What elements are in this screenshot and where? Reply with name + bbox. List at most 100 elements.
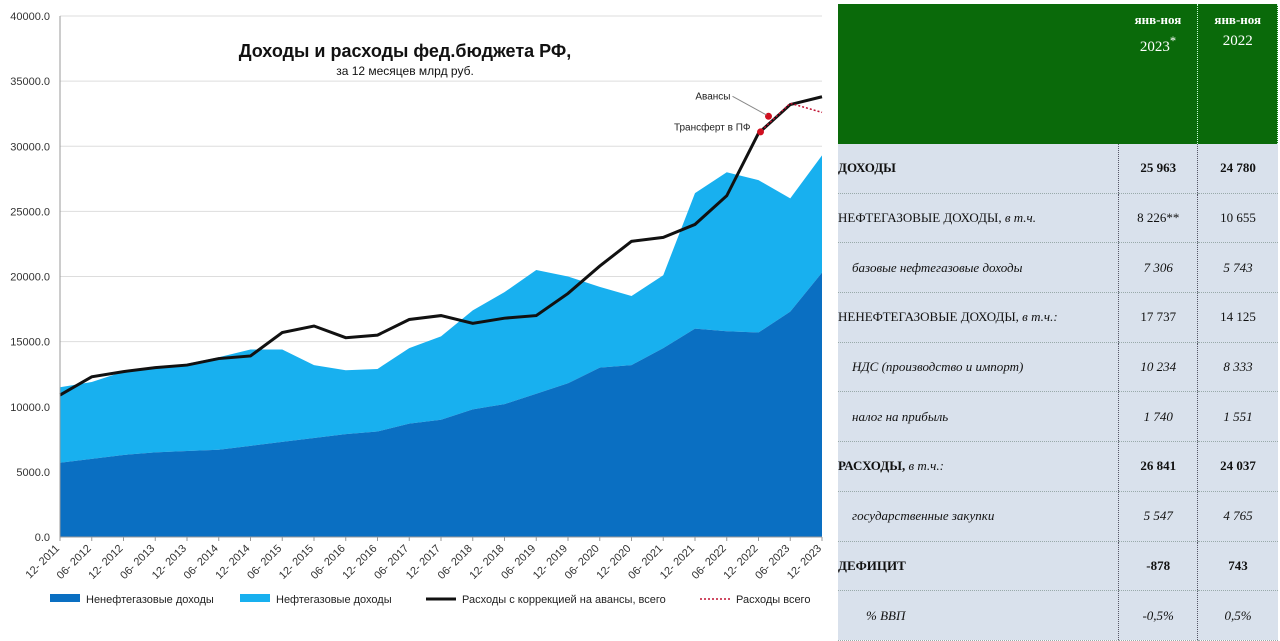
y-tick-label: 30000.0 (10, 141, 50, 153)
row-label-suffix: в т.ч.: (1018, 309, 1058, 325)
value-v2022: 4 765 (1197, 491, 1278, 542)
legend: Ненефтегазовые доходы Нефтегазовые доходы… (50, 594, 810, 606)
row-label: ДЕФИЦИТ (838, 541, 1119, 592)
value-v2023: 8 226** (1117, 193, 1198, 244)
y-tick-label: 5000.0 (16, 467, 50, 479)
header-footnote-mark: * (1169, 34, 1177, 48)
table-row: ДЕФИЦИТ -878 743 (838, 541, 1278, 592)
row-label: НДС (производство и импорт) (838, 342, 1119, 393)
budget-table-panel: янв-ноя 2023* янв-ноя 2022 ДОХОДЫ 25 963 2… (838, 4, 1280, 641)
advances-marker (765, 112, 772, 120)
expenses-corrected-line (59, 95, 823, 397)
value-v2023: 5 547 (1117, 491, 1198, 542)
annotations: Авансы Трансферт в ПФ (674, 91, 772, 136)
chart-subtitle: за 12 месяцев млрд руб. (336, 64, 474, 78)
row-label-text: базовые нефтегазовые доходы (852, 259, 1023, 275)
budget-table: янв-ноя 2023* янв-ноя 2022 ДОХОДЫ 25 963 2… (838, 4, 1278, 641)
value-v2023: 10 234 (1117, 342, 1198, 393)
non-oil-gas-revenue-area (60, 272, 822, 537)
row-label-text: ДОХОДЫ (838, 160, 896, 176)
legend-swatch (240, 594, 270, 602)
legend-swatch (50, 594, 80, 602)
value-v2023: 17 737 (1117, 292, 1198, 343)
row-label-text: ДЕФИЦИТ (838, 557, 906, 573)
row-label-text: РАСХОДЫ, (838, 458, 906, 474)
table-row: НДС (производство и импорт) 10 234 8 333 (838, 342, 1278, 393)
chart-svg: 0.0 5000.0 10000.0 15000.0 20000.0 25000.0 300… (10, 11, 824, 606)
row-label-text: НДС (производство и импорт) (852, 359, 1024, 375)
table-row: % ВВП -0,5% 0,5% (838, 590, 1278, 641)
table-header-2022: янв-ноя 2022 (1197, 4, 1278, 144)
line-series (59, 95, 823, 397)
value-v2023: 7 306 (1117, 242, 1198, 294)
budget-chart: 0.0 5000.0 10000.0 15000.0 20000.0 25000.0 300… (10, 11, 824, 606)
table-row: НЕФТЕГАЗОВЫЕ ДОХОДЫ, в т.ч. 8 226** 10 655 (838, 193, 1278, 244)
legend-label: Расходы всего (736, 594, 810, 606)
legend-label: Нефтегазовые доходы (276, 594, 392, 606)
table-row: налог на прибыль 1 740 1 551 (838, 391, 1278, 443)
legend-item: Ненефтегазовые доходы (50, 594, 214, 606)
row-label-text: налог на прибыль (852, 408, 949, 424)
table-row: РАСХОДЫ, в т.ч.: 26 841 24 037 (838, 441, 1278, 492)
advances-leader (732, 95, 767, 116)
row-label-suffix: в т.ч. (1001, 210, 1036, 226)
legend-label: Ненефтегазовые доходы (86, 594, 214, 606)
legend-label: Расходы с коррекцией на авансы, всего (462, 594, 666, 606)
row-label-text: НЕФТЕГАЗОВЫЕ ДОХОДЫ, (838, 210, 1002, 226)
oil-gas-revenue-area (60, 155, 822, 463)
chart-title: Доходы и расходы фед.бюджета РФ, (239, 41, 572, 61)
value-v2022: 10 655 (1197, 193, 1278, 244)
header-label: янв-ноя (1134, 12, 1182, 27)
row-label-text: НЕНЕФТЕГАЗОВЫЕ ДОХОДЫ, (838, 309, 1019, 325)
area-series (60, 155, 822, 537)
value-v2023: -0,5% (1117, 590, 1198, 641)
y-tick-label: 40000.0 (10, 11, 50, 23)
advances-label: Авансы (695, 91, 730, 102)
value-v2022: 5 743 (1197, 242, 1278, 294)
x-tick-label: 12- 2023 (785, 543, 824, 582)
row-label-text: государственные закупки (852, 508, 995, 524)
expenses-total-line (757, 102, 823, 134)
value-v2022: 1 551 (1197, 391, 1278, 443)
legend-item: Нефтегазовые доходы (240, 594, 392, 606)
y-tick-label: 25000.0 (10, 206, 50, 218)
table-header-2023: янв-ноя 2023* (1118, 4, 1199, 144)
legend-item: Расходы всего (700, 594, 810, 606)
legend-item: Расходы с коррекцией на авансы, всего (426, 594, 666, 606)
row-label: % ВВП (838, 590, 1119, 641)
table-header-row: янв-ноя 2023* янв-ноя 2022 (838, 4, 1278, 144)
row-label: государственные закупки (838, 491, 1119, 542)
table-row: НЕНЕФТЕГАЗОВЫЕ ДОХОДЫ, в т.ч.: 17 737 14 1… (838, 292, 1278, 343)
y-axis: 0.0 5000.0 10000.0 15000.0 20000.0 25000.0 300… (10, 11, 822, 544)
row-label: ДОХОДЫ (838, 144, 1119, 194)
y-tick-label: 35000.0 (10, 76, 50, 88)
value-v2023: -878 (1117, 541, 1198, 592)
table-row: базовые нефтегазовые доходы 7 306 5 743 (838, 242, 1278, 294)
value-v2023: 26 841 (1117, 441, 1198, 492)
pension-transfer-label: Трансферт в ПФ (674, 122, 751, 134)
row-label: РАСХОДЫ, в т.ч.: (838, 441, 1119, 492)
value-v2022: 743 (1197, 541, 1278, 592)
value-v2022: 14 125 (1197, 292, 1278, 343)
value-v2022: 0,5% (1197, 590, 1278, 641)
row-label-suffix: в т.ч.: (905, 458, 944, 474)
value-v2023: 25 963 (1117, 144, 1198, 194)
value-v2022: 24 780 (1197, 144, 1278, 194)
row-label-text: % ВВП (866, 607, 906, 623)
row-label: НЕНЕФТЕГАЗОВЫЕ ДОХОДЫ, в т.ч.: (838, 292, 1119, 343)
value-v2022: 24 037 (1197, 441, 1278, 492)
y-tick-label: 0.0 (35, 532, 50, 544)
header-year-text: 2023 (1139, 39, 1170, 55)
row-label: базовые нефтегазовые доходы (838, 242, 1119, 294)
header-year-2023: 2023* (1118, 31, 1197, 57)
y-tick-label: 20000.0 (10, 272, 50, 284)
pension-transfer-marker (757, 128, 764, 136)
header-year-2022: 2022 (1222, 33, 1253, 49)
value-v2022: 8 333 (1197, 342, 1278, 393)
y-tick-label: 15000.0 (10, 337, 50, 349)
value-v2023: 1 740 (1117, 391, 1198, 443)
y-tick-label: 10000.0 (10, 402, 50, 414)
row-label: налог на прибыль (838, 391, 1119, 443)
table-header-blank (838, 4, 1119, 144)
